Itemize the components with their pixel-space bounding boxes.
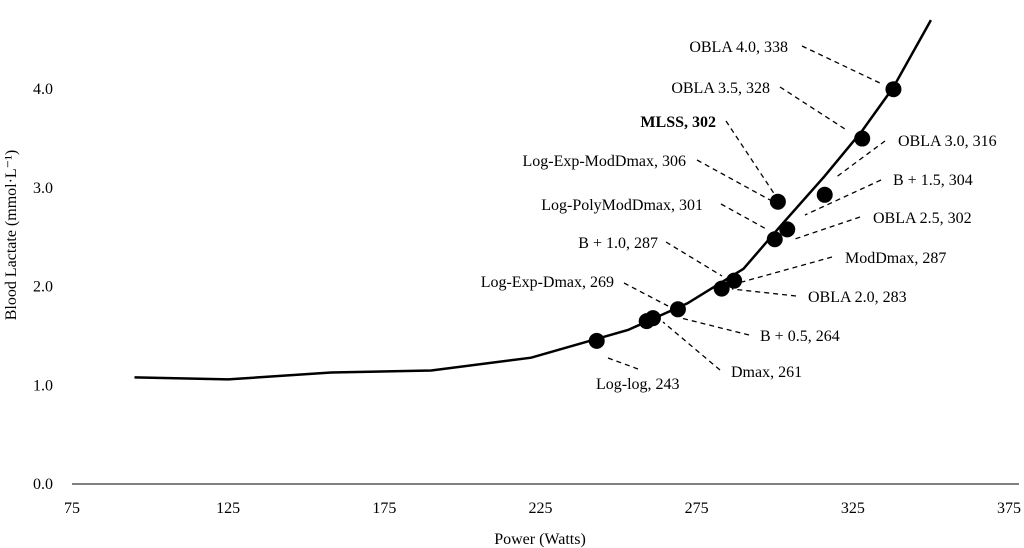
annotation-labels: Log-log, 243 Dmax, 261 Log-Exp-Dmax, 269 B … — [481, 39, 997, 393]
annotation-label: Log-log, 243 — [596, 376, 680, 393]
leader-line — [801, 45, 883, 85]
data-point-marker — [779, 221, 796, 238]
leader-line — [662, 321, 721, 371]
annotation-label: OBLA 4.0, 338 — [689, 39, 788, 56]
x-tick-label: 375 — [997, 500, 1021, 517]
annotation-label: OBLA 2.0, 283 — [808, 289, 907, 306]
lactate-series-line — [134, 19, 932, 381]
leader-line — [779, 86, 849, 132]
leader-line — [696, 159, 771, 201]
data-point-marker — [885, 81, 902, 98]
data-point-marker — [713, 280, 730, 297]
leader-line — [720, 203, 769, 231]
x-tick-label: 175 — [372, 500, 396, 517]
leader-line — [791, 216, 861, 241]
marker-layer — [588, 81, 902, 349]
x-tick-label: 325 — [841, 500, 865, 517]
data-point-marker — [726, 272, 743, 289]
annotation-label: Log-Exp-Dmax, 269 — [481, 274, 614, 291]
y-tick-label: 1.0 — [33, 377, 53, 394]
annotation-label: MLSS, 302 — [640, 114, 716, 131]
annotation-label: Log-PolyModDmax, 301 — [541, 197, 703, 214]
leader-lines — [607, 45, 886, 371]
leader-line — [665, 241, 723, 277]
annotation-label: OBLA 3.0, 316 — [898, 133, 997, 150]
leader-line — [725, 120, 776, 196]
leader-line — [741, 256, 833, 283]
data-point-marker — [766, 231, 783, 248]
data-point-marker — [644, 310, 661, 327]
x-axis-title: Power (Watts) — [494, 531, 586, 548]
data-point-marker — [769, 193, 786, 210]
y-axis-title: Blood Lactate (mmol·L⁻¹) — [3, 150, 20, 321]
x-tick-label: 125 — [216, 500, 240, 517]
annotation-label: OBLA 2.5, 302 — [873, 210, 972, 227]
leader-line — [623, 282, 669, 307]
x-tick-label: 75 — [64, 500, 80, 517]
annotation-label: B + 1.0, 287 — [578, 235, 658, 252]
x-tick-label: 275 — [685, 500, 709, 517]
annotation-label: Dmax, 261 — [731, 364, 802, 381]
y-tick-label: 4.0 — [33, 81, 53, 98]
annotation-label: B + 1.5, 304 — [893, 172, 973, 189]
leader-line — [607, 357, 639, 370]
annotation-label: ModDmax, 287 — [845, 250, 946, 267]
leader-line — [834, 140, 886, 179]
data-point-marker — [854, 130, 871, 147]
y-tick-label: 3.0 — [33, 180, 53, 197]
leader-line — [804, 179, 882, 216]
data-point-marker — [669, 301, 686, 318]
leader-line — [680, 317, 750, 336]
annotation-label: Log-Exp-ModDmax, 306 — [522, 153, 686, 170]
y-tick-label: 2.0 — [33, 279, 53, 296]
annotation-label: B + 0.5, 264 — [760, 328, 840, 345]
y-tick-label: 0.0 — [33, 476, 53, 493]
leader-line — [731, 288, 797, 297]
data-point-marker — [816, 186, 833, 203]
x-tick-label: 225 — [529, 500, 553, 517]
curve-layer — [134, 19, 932, 381]
axes: 75 125 175 225 275 325 375 0.0 1.0 2.0 3.0 4.0 — [33, 81, 1021, 517]
annotation-label: OBLA 3.5, 328 — [671, 80, 770, 97]
data-point-marker — [588, 332, 605, 349]
